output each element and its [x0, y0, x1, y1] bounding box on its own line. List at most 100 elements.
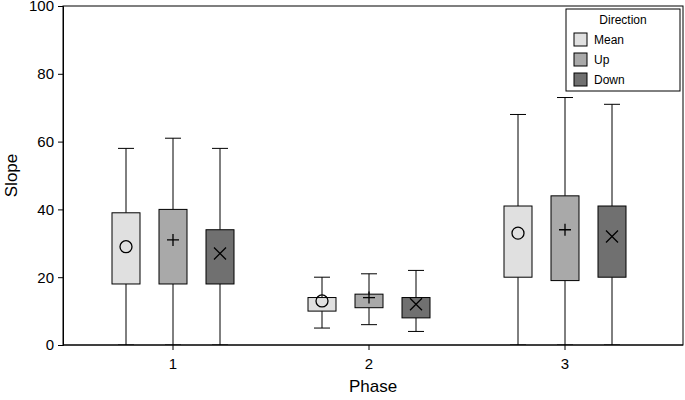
upper-cap [118, 148, 134, 149]
upper-cap [212, 148, 228, 149]
lower-cap [604, 345, 620, 346]
y-axis-line [58, 7, 64, 346]
mean-marker [120, 241, 132, 253]
box [159, 138, 187, 345]
upper-cap [314, 277, 330, 278]
legend-frame [566, 9, 680, 91]
box-body [551, 196, 579, 281]
y-axis: 0 20 40 60 80 100 [29, 0, 64, 353]
y-tick-label: 100 [29, 0, 54, 14]
y-tick: 60 [37, 133, 63, 150]
box-body [598, 206, 626, 277]
plot-frame [63, 6, 683, 345]
box-body [402, 298, 430, 318]
x-tick-label: 3 [561, 355, 569, 372]
mean-marker [606, 231, 618, 243]
x-tick: 1 [169, 345, 177, 372]
lower-whisker [126, 284, 127, 345]
y-tick-mark [58, 345, 63, 346]
box [551, 98, 579, 345]
box [355, 274, 383, 325]
lower-cap [510, 345, 526, 346]
legend-swatch [574, 53, 587, 66]
lower-whisker [612, 277, 613, 345]
y-tick-label: 60 [37, 133, 54, 150]
upper-cap [604, 104, 620, 105]
lower-whisker [173, 284, 174, 345]
lower-cap [165, 345, 181, 346]
upper-cap [557, 97, 573, 98]
legend-swatch [574, 33, 587, 46]
box [598, 104, 626, 345]
box-body [206, 230, 234, 284]
chart: 0 20 40 60 80 100 1 2 3 Phase Slope Direction Mean Up… [0, 0, 685, 400]
upper-whisker [612, 104, 613, 206]
y-tick: 100 [29, 0, 63, 14]
lower-whisker [369, 308, 370, 325]
legend: Direction Mean Up Down [566, 9, 680, 91]
y-tick-label: 20 [37, 269, 54, 286]
x-tick-label: 1 [169, 355, 177, 372]
lower-whisker [518, 277, 519, 345]
lower-cap [408, 331, 424, 332]
y-tick: 40 [37, 201, 63, 218]
y-tick-mark [58, 209, 63, 210]
mean-marker [512, 227, 524, 239]
legend-title: Direction [599, 13, 646, 27]
x-tick-mark [565, 345, 566, 350]
x-tick: 2 [365, 345, 373, 372]
legend-label: Up [594, 53, 610, 67]
lower-cap [212, 345, 228, 346]
lower-cap [314, 328, 330, 329]
upper-cap [165, 138, 181, 139]
upper-whisker [416, 270, 417, 297]
upper-whisker [369, 274, 370, 294]
upper-whisker [220, 148, 221, 229]
lower-whisker [220, 284, 221, 345]
y-axis-title: Slope [2, 154, 21, 197]
legend-label: Down [594, 73, 625, 87]
mean-marker [214, 247, 226, 259]
upper-whisker [126, 148, 127, 212]
mean-marker [363, 292, 375, 304]
legend-label: Mean [594, 33, 624, 47]
lower-whisker [416, 318, 417, 332]
y-tick-mark [58, 142, 63, 143]
box-body [504, 206, 532, 277]
lower-cap [557, 345, 573, 346]
y-tick: 0 [46, 336, 63, 353]
box [402, 270, 430, 331]
upper-whisker [565, 98, 566, 196]
box-body [159, 209, 187, 284]
x-axis-title: Phase [349, 377, 397, 396]
x-axis: 1 2 3 [63, 345, 683, 372]
x-tick-label: 2 [365, 355, 373, 372]
legend-swatch [574, 73, 587, 86]
lower-cap [361, 324, 377, 325]
box [206, 148, 234, 345]
y-tick-mark [58, 277, 63, 278]
box-body [308, 298, 336, 312]
lower-whisker [565, 281, 566, 345]
y-tick: 80 [37, 65, 63, 82]
upper-cap [361, 273, 377, 274]
lower-cap [118, 345, 134, 346]
box [112, 148, 140, 345]
box [308, 277, 336, 328]
y-tick-mark [58, 6, 63, 7]
mean-marker [410, 298, 422, 310]
y-tick: 20 [37, 269, 63, 286]
mean-marker [559, 224, 571, 236]
boxes [112, 98, 626, 345]
lower-whisker [322, 311, 323, 328]
mean-marker [167, 234, 179, 246]
y-tick-label: 40 [37, 201, 54, 218]
x-tick-mark [369, 345, 370, 350]
y-tick-mark [58, 74, 63, 75]
y-tick-label: 0 [46, 336, 54, 353]
box-body [112, 213, 140, 284]
upper-whisker [173, 138, 174, 209]
upper-cap [408, 270, 424, 271]
box [504, 114, 532, 345]
upper-cap [510, 114, 526, 115]
